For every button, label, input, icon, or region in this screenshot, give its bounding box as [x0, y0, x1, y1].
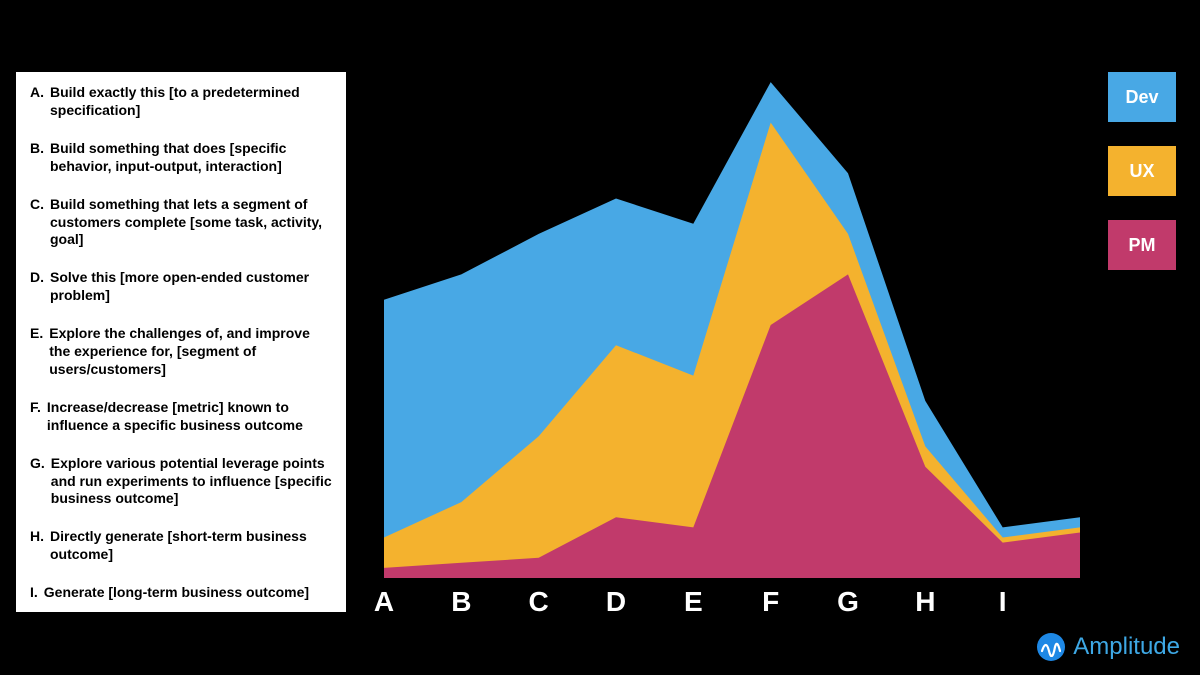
definition-item: I. Generate [long-term business outcome] [30, 584, 332, 602]
legend-item-dev: Dev [1108, 72, 1176, 122]
definition-item: B. Build something that does [specific b… [30, 140, 332, 176]
definition-text: Directly generate [short-term business o… [50, 528, 332, 564]
definition-item: E. Explore the challenges of, and improv… [30, 325, 332, 379]
x-label: C [529, 586, 549, 618]
legend-label: Dev [1125, 87, 1158, 108]
x-label: A [374, 586, 394, 618]
x-label: H [915, 586, 935, 618]
amplitude-icon [1037, 633, 1065, 661]
legend-label: UX [1129, 161, 1154, 182]
legend-item-pm: PM [1108, 220, 1176, 270]
definition-letter: G. [30, 455, 45, 509]
definition-text: Generate [long-term business outcome] [44, 584, 309, 602]
definition-text: Build something that does [specific beha… [50, 140, 332, 176]
definition-letter: H. [30, 528, 44, 564]
definition-item: H. Directly generate [short-term busines… [30, 528, 332, 564]
definition-letter: E. [30, 325, 43, 379]
definition-text: Increase/decrease [metric] known to infl… [47, 399, 332, 435]
definition-text: Explore the challenges of, and improve t… [49, 325, 332, 379]
definition-panel: A. Build exactly this [to a predetermine… [16, 72, 346, 612]
definition-item: A. Build exactly this [to a predetermine… [30, 84, 332, 120]
x-label: F [762, 586, 779, 618]
x-label: G [837, 586, 859, 618]
definition-item: D. Solve this [more open-ended customer … [30, 269, 332, 305]
legend-label: PM [1129, 235, 1156, 256]
definition-letter: F. [30, 399, 41, 435]
definition-letter: D. [30, 269, 44, 305]
legend: Dev UX PM [1108, 72, 1176, 294]
definition-letter: C. [30, 196, 44, 250]
brand-logo: Amplitude [1037, 633, 1180, 661]
x-label: B [451, 586, 471, 618]
chart-svg [384, 72, 1080, 578]
x-label: D [606, 586, 626, 618]
x-axis-labels: ABCDEFGHI [384, 582, 1080, 622]
x-label: E [684, 586, 703, 618]
definition-item: F. Increase/decrease [metric] known to i… [30, 399, 332, 435]
definition-item: G. Explore various potential leverage po… [30, 455, 332, 509]
slide: A. Build exactly this [to a predetermine… [0, 0, 1200, 675]
brand-name: Amplitude [1073, 633, 1180, 661]
area-chart [384, 72, 1080, 578]
definition-text: Explore various potential leverage point… [51, 455, 332, 509]
x-label: I [999, 586, 1007, 618]
definition-letter: A. [30, 84, 44, 120]
definition-text: Build exactly this [to a predetermined s… [50, 84, 332, 120]
definition-item: C. Build something that lets a segment o… [30, 196, 332, 250]
definition-text: Solve this [more open-ended customer pro… [50, 269, 332, 305]
definition-letter: I. [30, 584, 38, 602]
definition-text: Build something that lets a segment of c… [50, 196, 332, 250]
definition-letter: B. [30, 140, 44, 176]
legend-item-ux: UX [1108, 146, 1176, 196]
